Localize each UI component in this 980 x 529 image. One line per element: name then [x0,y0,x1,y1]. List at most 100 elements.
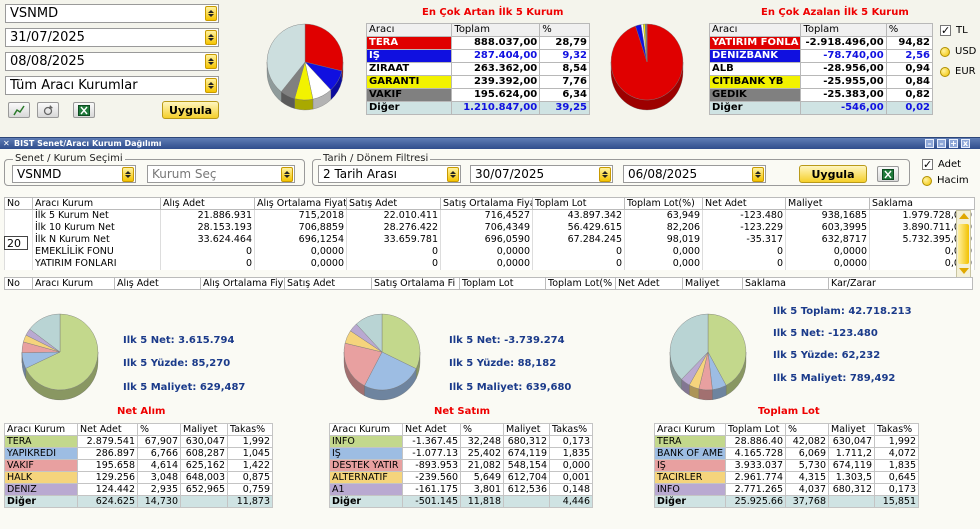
window-close-icon[interactable]: ✕ [3,138,10,149]
radio-icon[interactable] [940,67,950,77]
grid-scrollbar[interactable] [956,210,971,280]
radio-icon[interactable] [922,176,932,186]
scroll-up-icon[interactable] [959,213,969,219]
broker-filter-combo[interactable]: Tüm Aracı Kurumlar [5,76,219,95]
total-cell: 37,768 [786,496,829,508]
combo-arrows-icon[interactable] [447,167,459,182]
net-satim-stat-3: Ilk 5 Maliyet: 639,680 [449,382,571,393]
symbol-value: VSNMD [10,6,205,21]
detail-col-header[interactable]: Saklama [743,278,829,290]
check-icon[interactable]: ✓ [922,159,933,170]
radio-icon[interactable] [940,47,950,57]
window-apply-button[interactable]: Uygula [799,165,867,183]
window-close-button-icon[interactable]: x [961,139,970,148]
broker-percent: 94,82 [886,37,932,50]
row-count-input[interactable]: 20 [4,236,28,250]
symbol-combo[interactable]: VSNMD [5,4,219,23]
window-excel-button[interactable] [877,166,899,182]
currency-tl-option[interactable]: ✓ TL [940,25,968,36]
excel-button[interactable] [73,102,95,118]
combo-arrows-icon[interactable] [205,54,217,69]
window-maximize-icon[interactable]: + [949,139,958,148]
excel-icon [78,105,90,116]
grid-col-header[interactable]: Maliyet [786,198,870,210]
detail-col-header[interactable]: Net Adet [616,278,683,290]
combo-arrows-icon[interactable] [752,167,764,182]
grid-cell: 33.624.464 [161,234,255,246]
combo-arrows-icon[interactable] [599,167,611,182]
check-icon[interactable]: ✓ [940,25,951,36]
period-combo[interactable]: 2 Tarih Arası [318,165,461,183]
grid-col-header[interactable]: No [5,198,33,210]
detail-col-header[interactable]: No [5,278,33,290]
detail-col-header[interactable]: Kar/Zarar [829,278,973,290]
grid-col-header[interactable]: Satış Ortalama Fiya [441,198,533,210]
currency-eur-option[interactable]: EUR [940,66,976,77]
broker-percent: 2,56 [886,50,932,63]
mode-hacim-option[interactable]: Hacim [922,175,969,186]
grid-cell: 716,4527 [441,210,533,223]
detail-col-header[interactable]: Aracı Kurum [33,278,115,290]
table-cell: 32,248 [461,436,504,448]
date-from-combo[interactable]: 31/07/2025 [5,28,219,47]
grid-col-header[interactable]: Aracı Kurum [33,198,161,210]
total-cell: 14,730 [138,496,181,508]
broker-total: -25.955,00 [801,76,886,89]
table-cell: 680,312 [829,484,875,496]
date-to-combo[interactable]: 08/08/2025 [5,52,219,71]
currency-usd-option[interactable]: USD [940,46,976,57]
chart-button[interactable] [8,102,30,118]
detail-col-header[interactable]: Toplam Lot [460,278,546,290]
grid-col-header[interactable]: Alış Ortalama Fiyat [255,198,347,210]
grid-col-header[interactable]: Net Adet [703,198,786,210]
window-minimize-icon[interactable]: – [925,139,934,148]
detail-col-header[interactable]: Toplam Lot(% [546,278,616,290]
window-date-to-combo[interactable]: 06/08/2025 [623,165,766,183]
detail-col-header[interactable]: Alış Adet [115,278,201,290]
broker-name: GARANTİ [367,76,452,89]
window-titlebar[interactable]: ✕ BIST Senet/Aracı Kurum Dağılımı – – + … [0,138,980,149]
combo-arrows-icon[interactable] [205,30,217,45]
window-date-from-combo[interactable]: 30/07/2025 [470,165,613,183]
table-cell: 674,119 [829,460,875,472]
combo-arrows-icon[interactable] [281,167,293,182]
col-header: % [786,424,829,436]
grid-col-header[interactable]: Toplam Lot [533,198,625,210]
detail-col-header[interactable]: Maliyet [683,278,743,290]
total-cell: 25.925.66 [726,496,786,508]
combo-arrows-icon[interactable] [205,78,217,93]
refresh-button[interactable] [37,102,59,118]
currency-eur-label: EUR [955,66,976,77]
window-symbol-combo[interactable]: VSNMD [12,165,136,183]
scroll-thumb[interactable] [958,224,969,264]
broker-select-combo[interactable]: Kurum Seç [147,165,295,183]
combo-arrows-icon[interactable] [122,167,134,182]
table-cell: 2.961.774 [726,472,786,484]
grid-col-header[interactable]: Alış Adet [161,198,255,210]
broker-name: ZİRAAT [367,63,452,76]
apply-button[interactable]: Uygula [162,101,219,119]
grid-col-header[interactable]: Saklama [870,198,975,210]
combo-arrows-icon[interactable] [205,6,217,21]
scroll-down-icon[interactable] [959,268,969,274]
mode-adet-option[interactable]: ✓ Adet [922,159,961,170]
broker-percent: 28,79 [540,37,590,50]
total-cell [829,496,875,508]
detail-col-header[interactable]: Alış Ortalama Fiy [201,278,285,290]
detail-col-header[interactable]: Satış Ortalama Fi [372,278,460,290]
group-label: Senet / Kurum Seçimi [13,153,125,164]
detail-col-header[interactable]: Satış Adet [285,278,372,290]
window-restore-icon[interactable]: – [937,139,946,148]
grid-col-header[interactable]: Satış Adet [347,198,441,210]
grid-col-header[interactable]: Toplam Lot(%) [625,198,703,210]
